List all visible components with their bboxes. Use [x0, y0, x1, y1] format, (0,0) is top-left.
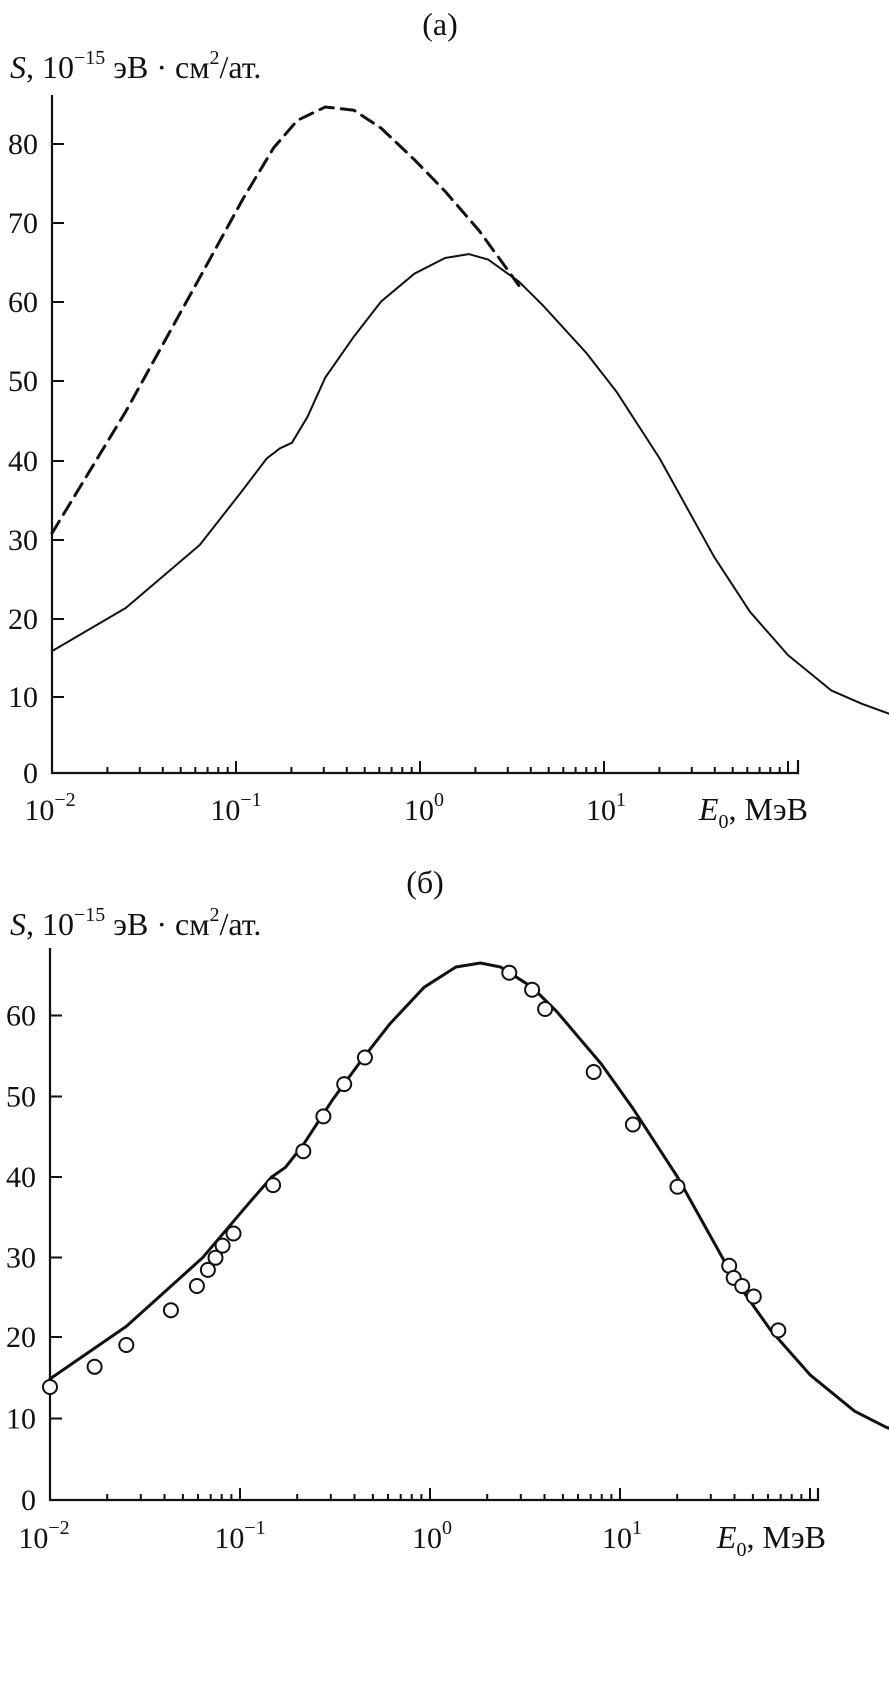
data-point-marker: [214, 1237, 231, 1254]
series-group-a: [50, 105, 889, 715]
x-tick-label: 10−1: [214, 1517, 265, 1555]
y-tick-label: 80: [8, 128, 38, 161]
x-tick-label: 100: [412, 1517, 452, 1555]
panel-label-b: (б): [406, 864, 444, 900]
chart-a: (а) S, 10−15 эВ · см2/ат. 0 10 20 30 40 …: [8, 6, 889, 833]
y-tick-label: 30: [8, 524, 38, 557]
data-point-marker: [188, 1278, 205, 1294]
x-ticks-a: 10−2 10−1 100 101: [24, 761, 789, 827]
data-point-marker: [734, 1278, 751, 1294]
y-axis-label-b: S, 10−15 эВ · см2/ат.: [10, 904, 261, 942]
x-axis-label-a: E0, МэВ: [698, 791, 808, 833]
axes-frame-b: [48, 948, 820, 1502]
y-tick-label: 60: [8, 286, 38, 319]
y-tick-label: 40: [8, 445, 38, 478]
y-ticks-b: 0 10 20 30 40 50 60: [6, 1000, 62, 1517]
data-point-marker: [537, 1001, 554, 1017]
y-tick-label: 20: [6, 1321, 36, 1354]
x-tick-label: 101: [586, 789, 626, 827]
data-point-marker: [162, 1302, 179, 1319]
data-point-marker: [86, 1358, 103, 1375]
y-tick-label: 30: [6, 1242, 36, 1275]
y-tick-label: 20: [8, 603, 38, 636]
data-point-marker: [524, 981, 541, 998]
data-point-marker: [336, 1076, 353, 1093]
y-tick-label: 0: [23, 757, 38, 790]
series-line-dashed: [50, 105, 521, 535]
x-tick-label: 10−2: [24, 789, 75, 827]
x-tick-label: 100: [404, 789, 444, 827]
series-line-solid: [48, 961, 889, 1430]
y-ticks-a: 0 10 20 30 40 50 60 70 80: [8, 128, 64, 790]
x-tick-label: 10−2: [18, 1517, 69, 1555]
y-tick-label: 0: [21, 1484, 36, 1517]
data-point-marker: [585, 1064, 602, 1080]
data-point-marker: [356, 1049, 373, 1066]
data-point-marker: [225, 1225, 242, 1242]
x-axis-label-b: E0, МэВ: [716, 1519, 826, 1561]
data-point-marker: [770, 1322, 787, 1339]
data-point-marker: [295, 1143, 312, 1160]
data-point-marker: [315, 1108, 332, 1125]
data-point-marker: [265, 1177, 282, 1194]
chart-b: (б) S, 10−15 эВ · см2/ат. 0 10 20 30 40 …: [6, 864, 889, 1561]
panel-label-a: (а): [422, 6, 458, 42]
series-group-b: [42, 961, 889, 1430]
data-point-marker: [624, 1116, 641, 1133]
axes-frame-a: [50, 95, 800, 775]
y-tick-label: 50: [6, 1081, 36, 1114]
y-tick-label: 70: [8, 207, 38, 240]
y-tick-label: 50: [8, 365, 38, 398]
data-point-marker: [42, 1379, 58, 1395]
data-point-marker: [118, 1337, 135, 1353]
y-tick-label: 10: [8, 681, 38, 714]
data-point-marker: [501, 964, 518, 981]
y-tick-label: 60: [6, 1000, 36, 1033]
series-line-solid: [51, 253, 889, 715]
x-tick-label: 101: [602, 1517, 642, 1555]
y-axis-label-a: S, 10−15 эВ · см2/ат.: [10, 47, 261, 85]
x-ticks-b: 10−2 10−1 100 101: [18, 1488, 811, 1555]
data-point-marker: [207, 1249, 224, 1266]
data-point-marker: [669, 1178, 686, 1195]
data-point-marker: [199, 1261, 216, 1278]
data-point-marker: [745, 1288, 762, 1305]
x-tick-label: 10−1: [210, 789, 261, 827]
y-tick-label: 10: [6, 1403, 36, 1436]
y-tick-label: 40: [6, 1161, 36, 1194]
